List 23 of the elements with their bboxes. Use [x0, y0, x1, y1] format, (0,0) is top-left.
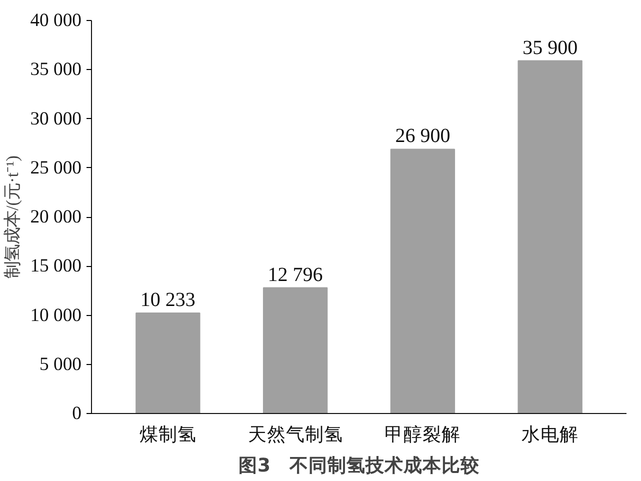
text: 图3 不同制氢技术成本比较 [238, 454, 480, 476]
y-tick-label: 25 000 [30, 157, 82, 178]
y-tick-label: 5 000 [40, 354, 82, 375]
x-tick-label: 水电解 [522, 424, 579, 446]
bar [518, 60, 582, 414]
y-tick-label: 35 000 [30, 59, 82, 80]
y-tick-label: 10 000 [30, 304, 82, 326]
data-label: 26 900 [395, 125, 450, 148]
data-label: 12 796 [268, 264, 323, 286]
y-tick-label: 15 000 [30, 256, 82, 277]
x-tick-label: 甲醇裂解 [384, 424, 461, 446]
y-axis-title: 制氢成本/(元·t⁻¹) [3, 155, 22, 279]
y-tick-label: 30 000 [30, 108, 82, 130]
y-tick-label: 40 000 [30, 10, 82, 31]
y-tick-label: 20 000 [30, 206, 82, 228]
data-label: 35 900 [522, 36, 578, 59]
x-tick-label: 煤制氢 [139, 424, 196, 446]
bar [390, 148, 456, 414]
bar [136, 312, 200, 414]
x-tick-label: 天然气制氢 [248, 424, 343, 446]
y-tick-label: 0 [72, 403, 82, 424]
data-label: 10 233 [140, 288, 196, 311]
bar [262, 287, 328, 414]
